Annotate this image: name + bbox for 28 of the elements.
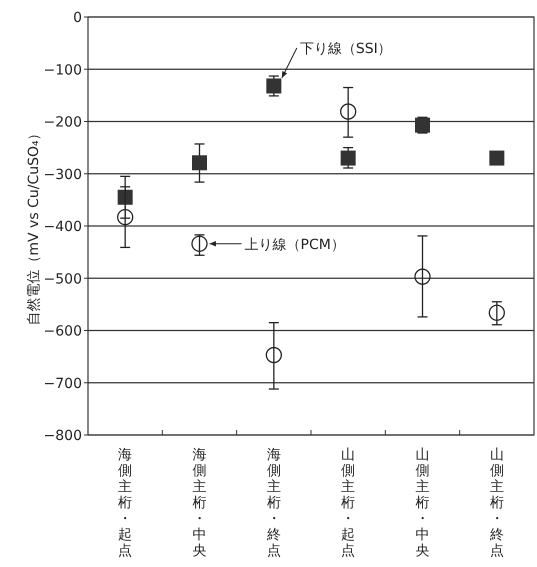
point (191, 236, 208, 252)
text: 下り線（SSI） (300, 40, 392, 57)
x-tick-label: 海側主桁・起点 (118, 447, 132, 559)
x-tick-label: 山側主桁・中央 (416, 447, 430, 559)
point (266, 346, 282, 364)
y-tick-label: −800 (44, 428, 82, 444)
legend-label: 上り線（PCM） (244, 236, 345, 253)
y-axis-title: 自然電位（mV vs Cu/CuSO₄） (26, 126, 42, 326)
point (266, 78, 282, 94)
y-tick-label: 0 (73, 10, 82, 26)
y-tick-label: −200 (44, 114, 82, 130)
y-tick-label: −300 (44, 166, 82, 183)
x-tick-label: 山側主桁・終点 (488, 447, 504, 559)
point (488, 304, 505, 321)
point (192, 155, 207, 170)
point (414, 268, 431, 285)
point (117, 208, 134, 226)
y-tick-label: −500 (44, 271, 82, 288)
point (340, 103, 356, 120)
y-tick-label: −100 (44, 62, 82, 78)
y-tick-label: −700 (44, 376, 82, 392)
point (340, 150, 356, 166)
y-tick-label: −600 (44, 324, 82, 340)
y-tick-label: −400 (44, 219, 82, 235)
x-tick-label: 海側主桁・終点 (266, 447, 281, 559)
x-tick-label: 海側主桁・中央 (192, 447, 206, 559)
point (489, 150, 504, 166)
x-tick-label: 山側主桁・起点 (341, 447, 356, 559)
